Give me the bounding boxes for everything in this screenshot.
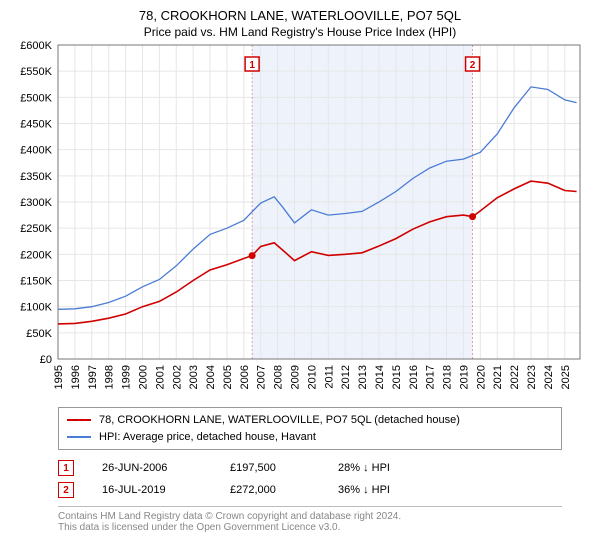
svg-text:2023: 2023 bbox=[526, 365, 538, 389]
svg-text:£100K: £100K bbox=[20, 302, 52, 314]
svg-text:2006: 2006 bbox=[239, 365, 251, 389]
sale-row: 2 16-JUL-2019 £272,000 36% ↓ HPI bbox=[58, 482, 562, 498]
svg-text:£50K: £50K bbox=[26, 328, 52, 340]
svg-text:2003: 2003 bbox=[188, 365, 200, 389]
sale-price: £197,500 bbox=[230, 462, 310, 474]
svg-text:2018: 2018 bbox=[442, 365, 454, 389]
svg-text:£400K: £400K bbox=[20, 145, 52, 157]
svg-text:1: 1 bbox=[249, 60, 255, 71]
legend-item: 78, CROOKHORN LANE, WATERLOOVILLE, PO7 5… bbox=[67, 412, 553, 429]
sale-date: 26-JUN-2006 bbox=[102, 462, 202, 474]
svg-text:£250K: £250K bbox=[20, 223, 52, 235]
svg-text:1998: 1998 bbox=[104, 365, 116, 389]
svg-text:£200K: £200K bbox=[20, 249, 52, 261]
svg-text:1995: 1995 bbox=[53, 365, 65, 389]
svg-text:2025: 2025 bbox=[560, 365, 572, 389]
svg-text:2009: 2009 bbox=[290, 365, 302, 389]
svg-text:2016: 2016 bbox=[408, 365, 420, 389]
footer-line-1: Contains HM Land Registry data © Crown c… bbox=[58, 511, 562, 522]
svg-text:£0: £0 bbox=[40, 354, 52, 366]
svg-text:1996: 1996 bbox=[70, 365, 82, 389]
svg-text:£350K: £350K bbox=[20, 171, 52, 183]
svg-text:2: 2 bbox=[470, 60, 476, 71]
legend: 78, CROOKHORN LANE, WATERLOOVILLE, PO7 5… bbox=[58, 407, 562, 450]
sale-marker: 2 bbox=[58, 482, 74, 498]
svg-text:2014: 2014 bbox=[374, 365, 386, 389]
svg-text:£600K: £600K bbox=[20, 40, 52, 52]
sales-table: 1 26-JUN-2006 £197,500 28% ↓ HPI 2 16-JUL-201… bbox=[58, 460, 562, 498]
svg-text:2022: 2022 bbox=[509, 365, 521, 389]
svg-text:2013: 2013 bbox=[357, 365, 369, 389]
svg-text:2011: 2011 bbox=[323, 365, 335, 389]
legend-item: HPI: Average price, detached house, Hava… bbox=[67, 429, 553, 446]
svg-text:2012: 2012 bbox=[340, 365, 352, 389]
svg-text:1997: 1997 bbox=[87, 365, 99, 389]
chart-svg: £0 £50K £100K £150K £200K £250K £300K £350K £400… bbox=[0, 39, 600, 399]
svg-text:1999: 1999 bbox=[121, 365, 133, 389]
chart-titles: 78, CROOKHORN LANE, WATERLOOVILLE, PO7 5… bbox=[0, 0, 600, 39]
svg-text:£500K: £500K bbox=[20, 92, 52, 104]
svg-text:£150K: £150K bbox=[20, 276, 52, 288]
chart-title: 78, CROOKHORN LANE, WATERLOOVILLE, PO7 5… bbox=[0, 8, 600, 23]
chart-subtitle: Price paid vs. HM Land Registry's House … bbox=[0, 25, 600, 39]
legend-swatch bbox=[67, 419, 91, 421]
svg-text:2024: 2024 bbox=[543, 365, 555, 389]
svg-text:2002: 2002 bbox=[171, 365, 183, 389]
sale-marker: 1 bbox=[58, 460, 74, 476]
svg-text:£300K: £300K bbox=[20, 197, 52, 209]
svg-text:2000: 2000 bbox=[137, 365, 149, 389]
legend-label: HPI: Average price, detached house, Hava… bbox=[99, 429, 316, 446]
plot-area: £0 £50K £100K £150K £200K £250K £300K £350K £400… bbox=[0, 39, 600, 399]
svg-text:£550K: £550K bbox=[20, 66, 52, 78]
svg-text:2017: 2017 bbox=[425, 365, 437, 389]
svg-text:2005: 2005 bbox=[222, 365, 234, 389]
svg-text:2020: 2020 bbox=[475, 365, 487, 389]
sale-diff: 36% ↓ HPI bbox=[338, 484, 438, 496]
svg-text:2001: 2001 bbox=[154, 365, 166, 389]
svg-text:2021: 2021 bbox=[492, 365, 504, 389]
svg-text:2008: 2008 bbox=[273, 365, 285, 389]
svg-text:2007: 2007 bbox=[256, 365, 268, 389]
svg-text:£450K: £450K bbox=[20, 119, 52, 131]
svg-text:2019: 2019 bbox=[458, 365, 470, 389]
svg-text:2004: 2004 bbox=[205, 365, 217, 389]
legend-label: 78, CROOKHORN LANE, WATERLOOVILLE, PO7 5… bbox=[99, 412, 460, 429]
footer: Contains HM Land Registry data © Crown c… bbox=[58, 506, 562, 533]
sale-price: £272,000 bbox=[230, 484, 310, 496]
sale-row: 1 26-JUN-2006 £197,500 28% ↓ HPI bbox=[58, 460, 562, 476]
sale-diff: 28% ↓ HPI bbox=[338, 462, 438, 474]
svg-text:2015: 2015 bbox=[391, 365, 403, 389]
footer-line-2: This data is licensed under the Open Gov… bbox=[58, 522, 562, 533]
svg-text:2010: 2010 bbox=[306, 365, 318, 389]
legend-swatch bbox=[67, 436, 91, 438]
sale-date: 16-JUL-2019 bbox=[102, 484, 202, 496]
chart-container: 78, CROOKHORN LANE, WATERLOOVILLE, PO7 5… bbox=[0, 0, 600, 533]
